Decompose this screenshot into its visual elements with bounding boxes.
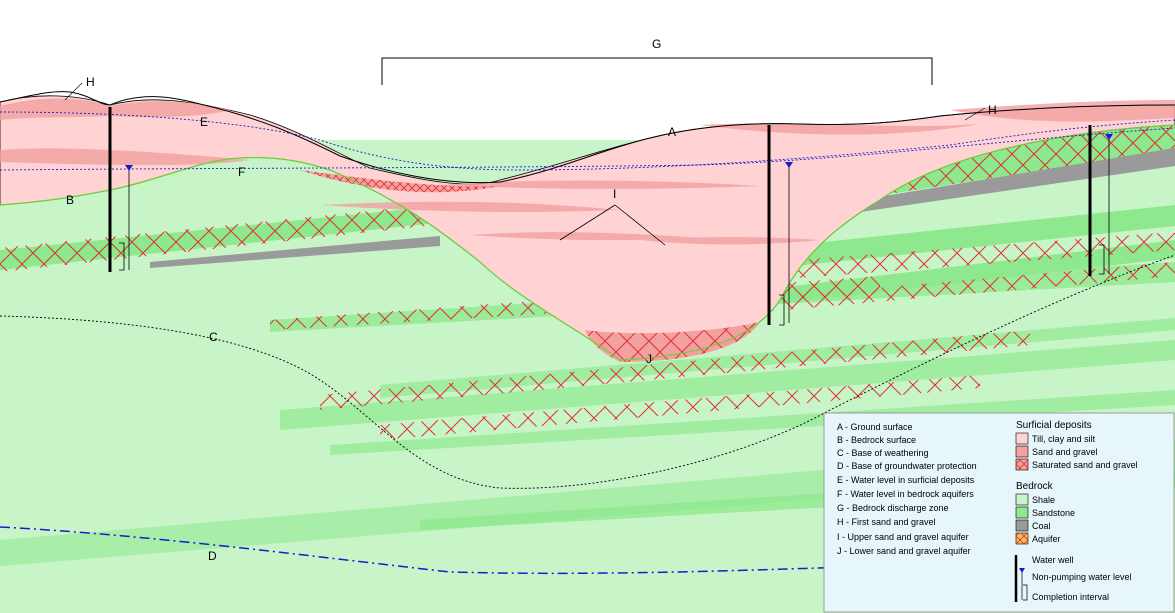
completion-legend-icon <box>1023 584 1028 601</box>
label-b: B <box>66 193 74 207</box>
label-d: D <box>208 549 217 563</box>
legend-coal: Coal <box>1032 521 1051 531</box>
legend-sand-gravel: Sand and gravel <box>1032 447 1098 457</box>
label-f: F <box>238 165 245 179</box>
label-g: G <box>652 37 661 51</box>
label-h-left: H <box>86 75 95 89</box>
legend-aquifer: Aquifer <box>1032 534 1061 544</box>
water-well-left <box>108 107 133 272</box>
label-a: A <box>668 125 676 139</box>
legend-completion: Completion interval <box>1032 592 1109 602</box>
label-c: C <box>209 330 218 344</box>
water-well-center <box>767 125 793 326</box>
legend-key-b: B - Bedrock surface <box>837 435 916 445</box>
legend: A - Ground surface B - Bedrock surface C… <box>823 412 1175 613</box>
legend-shale: Shale <box>1032 495 1055 505</box>
legend-key-h: H - First sand and gravel <box>837 517 936 527</box>
swatch-sand-gravel <box>1015 445 1029 458</box>
label-h-right: H <box>988 103 997 117</box>
swatch-sandstone <box>1015 506 1029 519</box>
legend-till: Till, clay and silt <box>1032 434 1096 444</box>
ground-surface-line <box>0 91 1175 184</box>
legend-water-well: Water well <box>1032 555 1074 565</box>
legend-sandstone: Sandstone <box>1032 508 1075 518</box>
water-level-legend-icon <box>1019 568 1025 573</box>
label-e: E <box>200 115 208 129</box>
legend-water-level: Non-pumping water level <box>1032 572 1132 582</box>
legend-key-c: C - Base of weathering <box>837 448 929 458</box>
swatch-coal <box>1015 519 1029 532</box>
legend-key-f: F - Water level in bedrock aquifers <box>837 489 974 499</box>
swatch-till <box>1015 432 1029 445</box>
water-well-right <box>1088 125 1113 276</box>
legend-surficial-title: Surficial deposits <box>1016 420 1092 431</box>
legend-key-g: G - Bedrock discharge zone <box>837 503 949 513</box>
swatch-shale <box>1015 493 1029 506</box>
label-j: J <box>646 352 652 366</box>
legend-key-d: D - Base of groundwater protection <box>837 461 977 471</box>
label-i-leaders <box>559 204 666 246</box>
water-level-bedrock <box>0 127 1175 171</box>
legend-key-j: J - Lower sand and gravel aquifer <box>837 546 971 556</box>
legend-key-a: A - Ground surface <box>837 422 913 432</box>
legend-bedrock-title: Bedrock <box>1016 481 1054 492</box>
coal-seams <box>150 148 1175 268</box>
saturated-sand-gravel <box>300 170 760 362</box>
legend-key-e: E - Water level in surficial deposits <box>837 475 975 485</box>
bedrock-aquifers <box>0 110 1175 440</box>
discharge-zone-bracket <box>381 57 933 85</box>
legend-key-i: I - Upper sand and gravel aquifer <box>837 532 969 542</box>
water-level-surficial <box>0 111 1175 171</box>
bedrock-surface-line <box>0 124 1175 361</box>
label-i: I <box>613 187 616 201</box>
label-h-leaders <box>64 82 986 121</box>
legend-saturated: Saturated sand and gravel <box>1032 460 1138 470</box>
base-of-groundwater-protection-line <box>0 526 851 575</box>
